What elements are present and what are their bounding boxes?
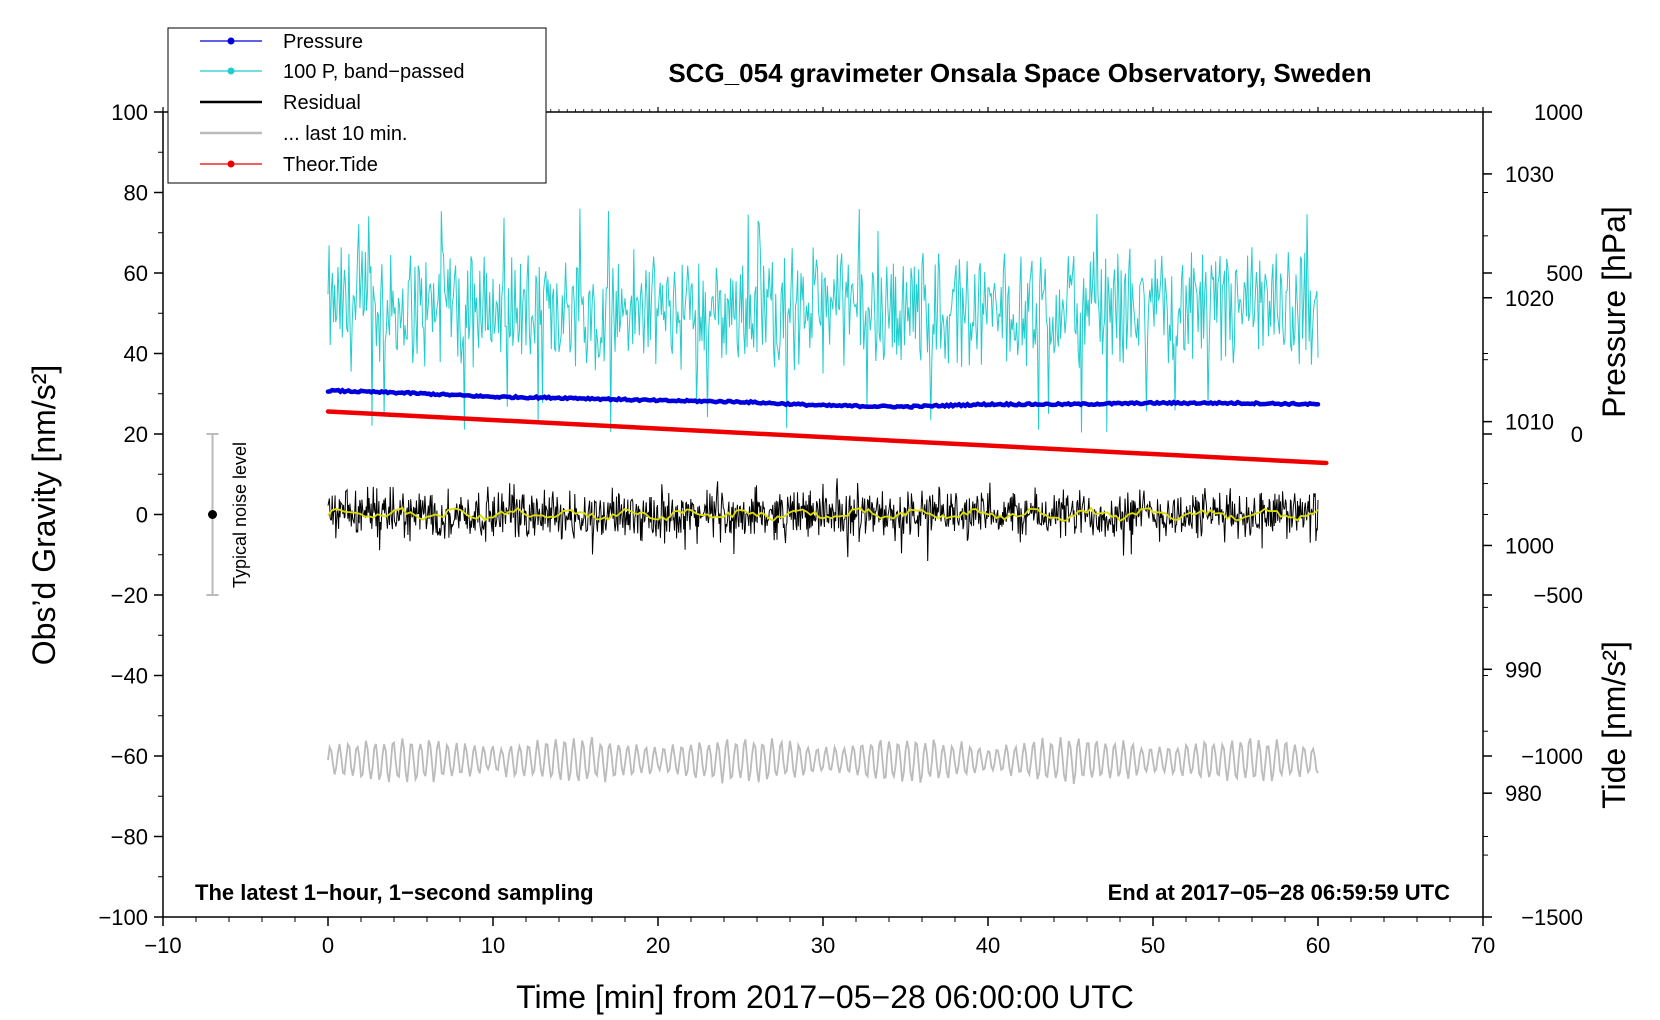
note-sampling: The latest 1−hour, 1−second sampling (195, 880, 594, 905)
legend-marker (227, 160, 235, 168)
y-axis-label-pressure: Pressure [hPa] (1596, 206, 1632, 418)
y-tick-label: 60 (124, 261, 148, 286)
axis-ticks: −10 0 10 20 30 40 50 60 70100806040200−20−40−60−… (98, 100, 1583, 958)
legend-label-residual: Residual (283, 92, 361, 114)
legend-label-bandpassed: 100 P, band−passed (283, 61, 464, 83)
y-tick-label: −20 (111, 583, 148, 608)
y-tick-label: −80 (111, 825, 148, 850)
legend-label-last10: ... last 10 min. (283, 123, 408, 145)
noise-level-label: Typical noise level (230, 442, 250, 588)
tide-tick-label: 500 (1546, 261, 1583, 286)
chart-title: SCG_054 gravimeter Onsala Space Observat… (668, 58, 1371, 88)
y-tick-label: 80 (124, 181, 148, 206)
series-line-bandpassed (327, 208, 1319, 433)
tide-tick-label: −1000 (1521, 744, 1583, 769)
y-axis-label-left: Obs’d Gravity [nm/s²] (26, 365, 62, 666)
y-tick-label: 20 (124, 422, 148, 447)
x-tick-label: 70 (1471, 933, 1495, 958)
tide-tick-label: −500 (1533, 583, 1583, 608)
y-tick-label: 40 (124, 342, 148, 367)
y-tick-label: −100 (98, 905, 148, 930)
legend-label-pressure: Pressure (283, 31, 363, 53)
y-tick-label: 100 (111, 100, 148, 125)
x-tick-label: 20 (646, 933, 670, 958)
pressure-tick-label: 1010 (1505, 410, 1554, 435)
tide-tick-label: 0 (1571, 422, 1583, 447)
pressure-tick-label: 1030 (1505, 162, 1554, 187)
y-tick-label: 0 (136, 503, 148, 528)
pressure-tick-label: 990 (1505, 657, 1542, 682)
y-tick-label: −40 (111, 664, 148, 689)
tide-tick-label: −1500 (1521, 905, 1583, 930)
x-tick-label: 50 (1141, 933, 1165, 958)
legend: Pressure 100 P, band−passed Residual ...… (167, 27, 547, 184)
series-line-residual-smoothed (327, 506, 1319, 522)
noise-bar-center-point (208, 510, 217, 519)
pressure-tick-label: 1000 (1505, 533, 1554, 558)
y-axis-label-tide: Tide [nm/s²] (1596, 641, 1632, 809)
series-line-pressure (325, 387, 1321, 410)
x-tick-label: −10 (144, 933, 181, 958)
pressure-tick-label: 980 (1505, 781, 1542, 806)
x-tick-label: 30 (811, 933, 835, 958)
x-axis-label: Time [min] from 2017−05−28 06:00:00 UTC (516, 979, 1134, 1015)
y-tick-label: −60 (111, 744, 148, 769)
series-line-last10 (327, 737, 1319, 785)
legend-items (200, 37, 262, 168)
tide-tick-label: 1000 (1534, 100, 1583, 125)
x-tick-label: 10 (481, 933, 505, 958)
legend-marker (227, 37, 235, 45)
pressure-tick-label: 1020 (1505, 286, 1554, 311)
x-tick-label: 40 (976, 933, 1000, 958)
legend-label-tide: Theor.Tide (283, 154, 378, 176)
series-line-tide (325, 409, 1329, 466)
series-line-residual (327, 478, 1319, 562)
x-tick-label: 0 (322, 933, 334, 958)
x-tick-label: 60 (1306, 933, 1330, 958)
series-layer (206, 208, 1329, 785)
note-end-time: End at 2017−05−28 06:59:59 UTC (1108, 880, 1451, 905)
legend-marker (227, 67, 235, 75)
legend-box (167, 27, 547, 184)
